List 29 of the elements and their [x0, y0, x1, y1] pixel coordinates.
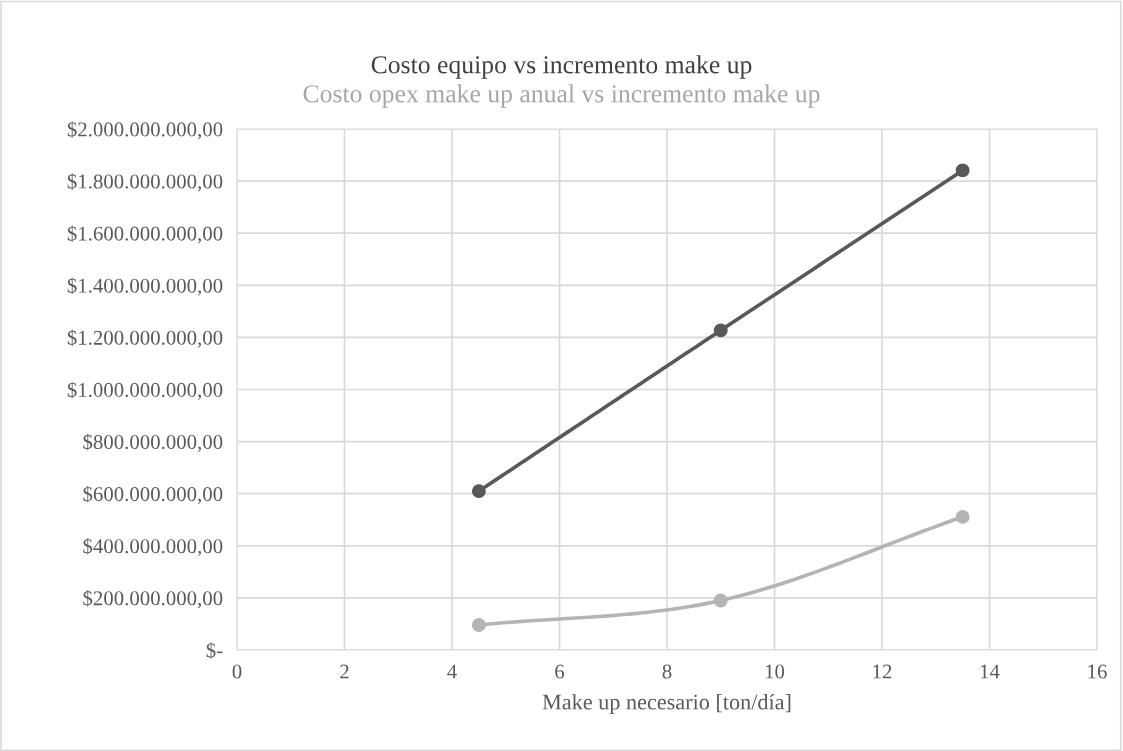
y-tick-label: $600.000.000,00 [83, 485, 223, 505]
x-tick-label: 0 [232, 664, 242, 679]
point [713, 593, 728, 608]
point [955, 163, 970, 178]
y-tick-label: $2.000.000.000,00 [67, 121, 223, 140]
y-tick-label: $1.400.000.000,00 [67, 277, 223, 296]
x-tick-label: 14 [980, 664, 1000, 679]
x-tick-label: 16 [1088, 664, 1107, 679]
x-tick-label: 10 [765, 664, 785, 679]
chart-subtitle: Costo opex make up anual vs incremento make up [303, 84, 820, 108]
point [955, 509, 970, 524]
y-tick-label: $200.000.000,00 [83, 590, 223, 609]
point [713, 323, 728, 338]
x-tick-label: 2 [340, 664, 349, 679]
y-tick-label: $1.200.000.000,00 [67, 329, 223, 348]
chart-title: Costo equipo vs incremento make up [371, 55, 752, 79]
y-tick-label: $- [206, 642, 223, 659]
x-tick-label: 12 [873, 664, 892, 679]
y-tick-label: $800.000.000,00 [83, 433, 223, 453]
point [471, 484, 486, 499]
x-axis-title: Make up necesario [ton/día] [542, 693, 791, 715]
y-tick-label: $400.000.000,00 [83, 537, 223, 557]
y-tick-label: $1.600.000.000,00 [67, 225, 223, 244]
x-tick-label: 4 [447, 664, 457, 679]
y-tick-label: $1.000.000.000,00 [67, 381, 223, 400]
point [471, 618, 486, 632]
x-tick-label: 6 [555, 664, 565, 679]
y-tick-label: $1.800.000.000,00 [67, 173, 223, 192]
x-tick-label: 8 [662, 664, 672, 679]
